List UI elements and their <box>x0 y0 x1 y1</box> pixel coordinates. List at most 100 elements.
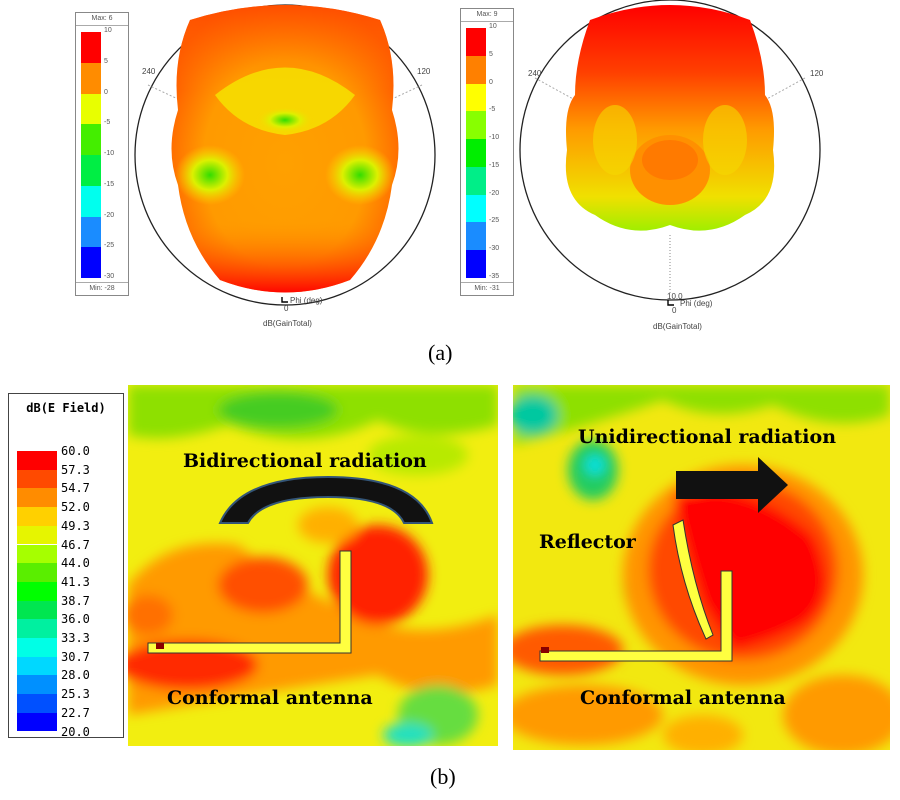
legend-tick: -30 <box>489 245 500 253</box>
legend-swatch <box>466 194 486 223</box>
legend-swatch <box>17 451 57 470</box>
legend-tick: 44.0 <box>61 556 90 571</box>
legend-tick: 10 <box>489 23 497 30</box>
angle-label-120: 120 <box>417 67 431 76</box>
legend-swatch <box>17 488 57 508</box>
legend-swatch <box>17 563 57 582</box>
legend-swatch <box>17 507 57 526</box>
angle-label-240: 240 <box>142 67 156 76</box>
legend-tick: 57.3 <box>61 462 90 477</box>
caption-a: (a) <box>428 340 453 365</box>
efield-map-unidirectional <box>513 385 890 750</box>
legend-min: Min: -31 <box>461 282 513 295</box>
legend-tick: -20 <box>489 189 500 197</box>
polar-circle <box>519 0 821 301</box>
legend-swatch <box>466 222 486 251</box>
legend-tick: -5 <box>489 106 496 114</box>
legend-tick: 54.7 <box>61 481 90 496</box>
radiation-pattern-3d-right: 240 120 10.0 Phi (deg) 0 dB(GainTotal) <box>519 0 824 331</box>
phi-axis-label: Phi (deg) <box>680 299 713 308</box>
legend-tick: 49.3 <box>61 518 90 533</box>
legend-min: Min: -28 <box>76 282 128 295</box>
legend-swatch <box>81 93 101 125</box>
legend-tick: 46.7 <box>61 537 90 552</box>
legend-swatch <box>17 600 57 620</box>
legend-tick: 5 <box>489 50 493 58</box>
legend-swatch <box>17 638 57 657</box>
legend-swatch <box>466 111 486 140</box>
legend-swatch <box>17 544 57 564</box>
legend-tick: -5 <box>104 119 111 127</box>
radiation-pattern-3d-left: 240 120 Phi (deg) 0 dB(GainTotal) <box>134 4 436 328</box>
legend-swatch <box>17 525 57 545</box>
bidirectional-arrow-arc <box>218 475 434 524</box>
legend-tick: 33.3 <box>61 631 90 645</box>
legend-swatch <box>466 83 486 112</box>
legend-swatch <box>466 55 486 84</box>
angle-label-240: 240 <box>528 69 542 78</box>
legend-swatch <box>81 216 101 248</box>
reflector-label: Reflector <box>539 531 636 553</box>
legend-swatch <box>466 166 486 195</box>
legend-tick: 25.3 <box>61 687 90 702</box>
legend-tick: -10 <box>489 134 500 142</box>
legend-swatch <box>466 139 486 167</box>
legend-title: dB(E Field) <box>26 401 106 415</box>
legend-tick: -30 <box>104 273 115 280</box>
legend-tick: 41.3 <box>61 574 90 589</box>
legend-swatch <box>81 124 101 155</box>
caption-b: (b) <box>430 764 456 789</box>
legend-tick: 30.7 <box>61 649 90 664</box>
legend-swatch <box>81 185 101 217</box>
legend-swatch <box>17 581 57 601</box>
legend-swatch <box>17 656 57 676</box>
legend-swatch <box>81 155 101 186</box>
legend-tick: -15 <box>489 161 500 169</box>
efield-legend: dB(E Field) 60.0 57.3 54.7 52.0 49.3 46.7 44.0… <box>8 393 124 739</box>
legend-tick: 52.0 <box>61 500 90 515</box>
legend-tick: 10 <box>104 27 112 34</box>
legend-swatch <box>466 250 486 278</box>
angle-label-120: 120 <box>810 69 824 78</box>
legend-tick: 22.7 <box>61 705 90 720</box>
conformal-antenna-shape <box>539 570 733 662</box>
unidirectional-arrow <box>676 457 788 513</box>
legend-tick: -10 <box>104 150 115 157</box>
legend-tick: 60.0 <box>61 444 90 458</box>
legend-tick: 28.0 <box>61 668 90 683</box>
legend-swatch <box>17 712 57 732</box>
quantity-label: dB(GainTotal) <box>263 319 312 328</box>
legend-tick: 20.0 <box>61 724 90 739</box>
phi-zero: 0 <box>672 306 677 315</box>
legend-tick: 0 <box>489 78 493 86</box>
legend-tick: 0 <box>104 88 108 96</box>
phi-zero: 0 <box>284 304 289 313</box>
legend-swatch <box>17 469 57 489</box>
legend-swatch <box>81 62 101 94</box>
reflector-shape <box>672 519 714 640</box>
unidirectional-radiation-label: Unidirectional radiation <box>578 426 837 448</box>
legend-max: Max: 6 <box>76 13 128 26</box>
legend-swatch <box>17 694 57 713</box>
legend-tick: -20 <box>104 211 115 219</box>
legend-tick: -35 <box>489 273 500 280</box>
legend-tick: -25 <box>104 242 115 250</box>
conformal-antenna-shape <box>147 550 352 654</box>
efield-map-bidirectional <box>128 385 498 746</box>
legend-tick: -15 <box>104 180 115 188</box>
legend-tick: 5 <box>104 57 108 65</box>
conformal-antenna-label-left: Conformal antenna <box>167 687 373 709</box>
quantity-label: dB(GainTotal) <box>653 322 702 331</box>
legend-max: Max: 9 <box>461 9 513 22</box>
legend-swatch <box>466 28 486 56</box>
legend-swatch <box>81 32 101 63</box>
phi-marker: 10.0 <box>667 292 683 301</box>
gain-legend-right: Max: 9 10 5 0 -5 -10 -15 -20 -25 -30 -35 Min: -31 <box>460 8 514 296</box>
conformal-antenna-label-right: Conformal antenna <box>580 687 786 709</box>
legend-swatch <box>17 619 57 638</box>
legend-tick: 36.0 <box>61 612 90 627</box>
gain-legend-left: Max: 6 10 5 0 -5 -10 -15 -20 -25 -30 Min: -28 <box>75 12 129 296</box>
bidirectional-radiation-label: Bidirectional radiation <box>183 450 427 472</box>
phi-axis-label: Phi (deg) <box>290 296 323 305</box>
legend-swatch <box>81 247 101 278</box>
